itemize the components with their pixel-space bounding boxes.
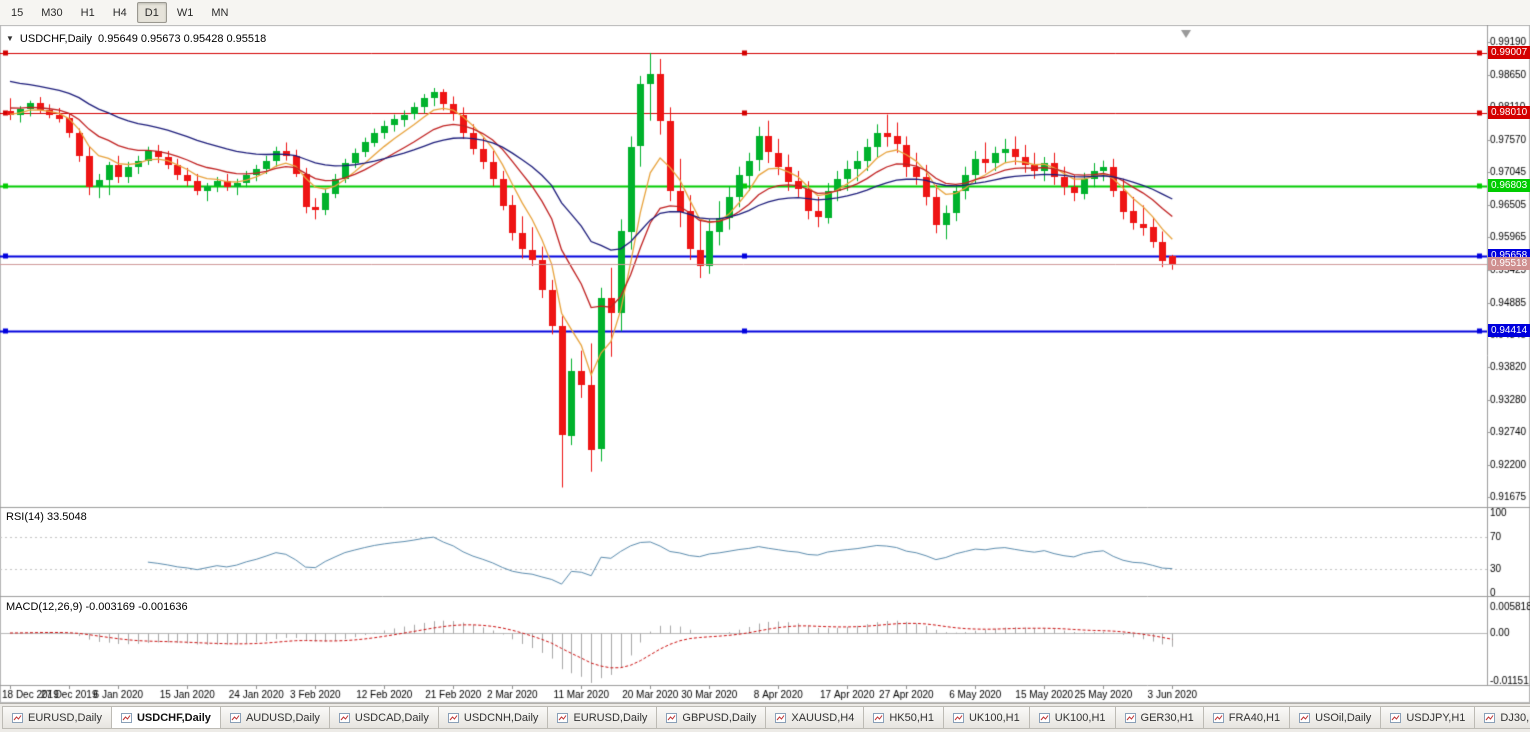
chart-icon xyxy=(338,712,350,723)
price-line-label-0.99007[interactable]: 0.99007 xyxy=(1488,46,1530,60)
macd-indicator-label: MACD(12,26,9) -0.003169 -0.001636 xyxy=(6,601,188,613)
chart-icon xyxy=(1484,712,1496,723)
timeframe-button-d1[interactable]: D1 xyxy=(136,2,167,23)
chart-tab-3-usdcad-daily[interactable]: USDCAD,Daily xyxy=(329,706,439,729)
chart-icon xyxy=(229,712,241,723)
chart-icon xyxy=(873,712,885,723)
rsi-indicator-label: RSI(14) 33.5048 xyxy=(6,511,87,523)
chart-icon xyxy=(666,712,678,723)
chart-tab-13-usoil-daily[interactable]: USOil,Daily xyxy=(1290,706,1382,729)
chart-region: ▼ USDCHF,Daily 0.95649 0.95673 0.95428 0… xyxy=(0,25,1530,703)
chart-tab-7-xauusd-h4[interactable]: XAUUSD,H4 xyxy=(766,706,865,729)
chart-tab-15-dj30-h1[interactable]: DJ30,H1 xyxy=(1475,706,1530,729)
chart-icon xyxy=(1390,712,1402,723)
chart-icon xyxy=(1212,712,1224,723)
chart-icon xyxy=(1124,712,1136,723)
chart-icon xyxy=(447,712,459,723)
chart-tab-11-ger30-h1[interactable]: GER30,H1 xyxy=(1115,706,1204,729)
chart-tab-9-uk100-h1[interactable]: UK100,H1 xyxy=(943,706,1030,729)
chart-tab-0-eurusd-daily[interactable]: EURUSD,Daily xyxy=(2,706,112,729)
chart-icon xyxy=(1038,712,1050,723)
chart-icon xyxy=(12,712,23,723)
chart-tab-12-fra40-h1[interactable]: FRA40,H1 xyxy=(1203,706,1291,729)
chart-icon xyxy=(775,712,787,723)
timeframe-button-w1[interactable]: W1 xyxy=(176,6,194,19)
price-line-label-0.98010[interactable]: 0.98010 xyxy=(1488,106,1530,120)
chart-tab-6-gbpusd-daily[interactable]: GBPUSD,Daily xyxy=(657,706,767,729)
chart-tab-10-uk100-h1[interactable]: UK100,H1 xyxy=(1029,706,1116,729)
chart-canvas[interactable] xyxy=(0,25,1530,703)
price-line-label-0.94414[interactable]: 0.94414 xyxy=(1488,324,1530,338)
price-line-label-0.96803[interactable]: 0.96803 xyxy=(1488,179,1530,193)
chart-icon xyxy=(557,712,569,723)
chart-tab-1-usdchf-daily[interactable]: USDCHF,Daily xyxy=(111,706,221,729)
timeframe-toolbar: 15 M30 H1 H4 D1 W1 MN xyxy=(0,0,1530,26)
timeframe-button-h1[interactable]: H1 xyxy=(80,6,95,19)
chart-title-bar: ▼ USDCHF,Daily 0.95649 0.95673 0.95428 0… xyxy=(6,33,266,45)
chart-tab-4-usdcnh-daily[interactable]: USDCNH,Daily xyxy=(438,706,549,729)
chart-tab-14-usdjpy-h1[interactable]: USDJPY,H1 xyxy=(1381,706,1476,729)
chart-tab-2-audusd-daily[interactable]: AUDUSD,Daily xyxy=(220,706,330,729)
timeframe-button-h4[interactable]: H4 xyxy=(112,6,127,19)
chart-icon xyxy=(120,712,132,723)
chart-tab-8-hk50-h1[interactable]: HK50,H1 xyxy=(864,706,944,729)
timeframe-button-15[interactable]: 15 xyxy=(11,6,24,19)
chart-icon xyxy=(1299,712,1311,723)
timeframe-button-m30[interactable]: M30 xyxy=(41,6,63,19)
chart-icon xyxy=(952,712,964,723)
timeframe-button-mn[interactable]: MN xyxy=(211,6,229,19)
current-price-label: 0.95518 xyxy=(1488,257,1530,271)
chart-tab-bar: EURUSD,Daily USDCHF,Daily AUDUSD,Daily USDC… xyxy=(0,703,1530,732)
one-click-trading-toggle-icon[interactable]: ▼ xyxy=(6,34,14,43)
symbol-label: USDCHF,Daily xyxy=(19,33,93,45)
chart-tab-5-eurusd-daily[interactable]: EURUSD,Daily xyxy=(548,706,658,729)
ohlc-values: 0.95649 0.95673 0.95428 0.95518 xyxy=(98,33,267,45)
